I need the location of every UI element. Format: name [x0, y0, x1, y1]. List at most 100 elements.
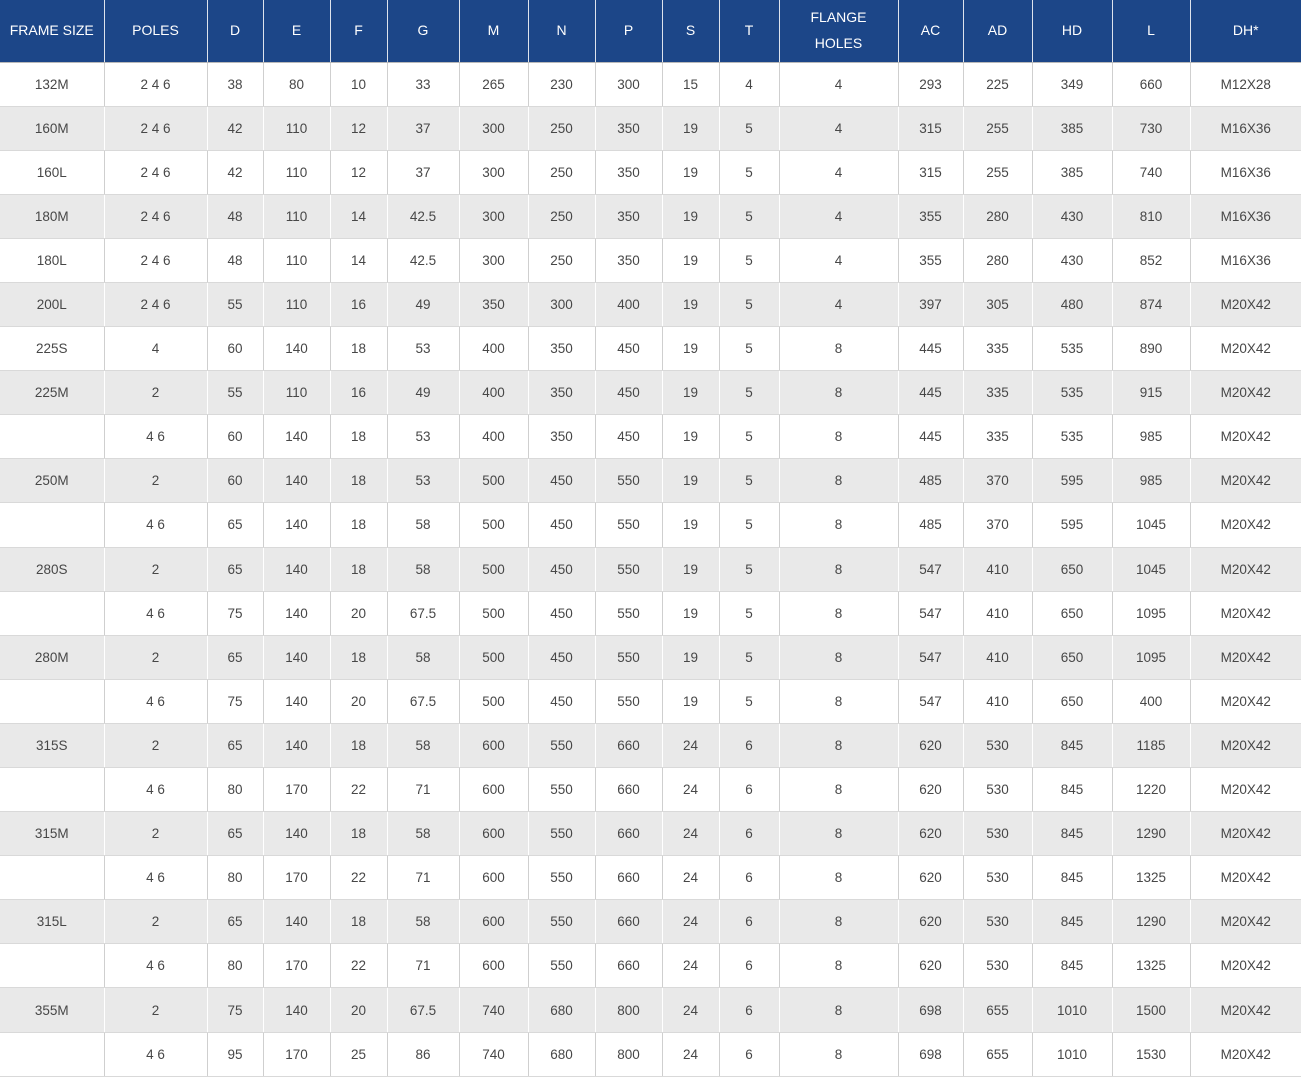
- data-cell-ad: 410: [963, 547, 1033, 592]
- data-cell-poles: 2 4 6: [104, 62, 208, 107]
- data-cell-ad: 370: [963, 458, 1033, 504]
- data-cell-n: 350: [528, 370, 596, 416]
- data-cell-hd: 385: [1032, 150, 1113, 195]
- column-header-d: D: [207, 0, 264, 63]
- data-cell-ad: 410: [963, 635, 1033, 680]
- column-header-label: N: [556, 21, 567, 38]
- data-cell-poles: 4: [104, 326, 208, 372]
- data-cell-hd: 1010: [1032, 1032, 1113, 1077]
- data-cell-m: 500: [459, 547, 529, 592]
- table-body: 132M 2 4 6 38 80 10 33 265 230 300 15 4 4 293 225 349 6…: [0, 62, 1301, 1077]
- data-cell-flange-holes: 8: [779, 635, 899, 680]
- data-cell-dh: M20X42: [1190, 1032, 1301, 1077]
- data-cell-f: 22: [330, 855, 388, 901]
- data-cell-l: 1220: [1112, 767, 1191, 813]
- data-cell-n: 450: [528, 591, 596, 636]
- table-row: 200L 2 4 6 55 110 16 49 350 300 400 19 5 4 397 305 480…: [0, 282, 1301, 328]
- data-cell-flange-holes: 4: [779, 194, 899, 239]
- data-cell-e: 110: [263, 238, 331, 283]
- data-cell-p: 800: [595, 1032, 663, 1077]
- table-row: 4 6 75 140 20 67.5 500 450 550 19 5 8 547 410 650 400 M…: [0, 679, 1301, 724]
- data-cell-f: 18: [330, 811, 388, 857]
- column-header-e: E: [263, 0, 331, 63]
- data-cell-flange-holes: 8: [779, 811, 899, 857]
- data-cell-e: 140: [263, 502, 331, 548]
- data-cell-hd: 845: [1032, 723, 1113, 769]
- header-row: FRAME SIZE POLES D E F G M N P S T FLANGE HOLES AC AD…: [0, 0, 1301, 63]
- column-header-label: M: [487, 21, 500, 38]
- column-header-t: T: [719, 0, 780, 63]
- data-cell-m: 600: [459, 723, 529, 769]
- data-cell-l: 660: [1112, 62, 1191, 107]
- table-row: 315M 2 65 140 18 58 600 550 660 24 6 8 620 530 845 1290…: [0, 811, 1301, 857]
- data-cell-ad: 280: [963, 238, 1033, 283]
- data-cell-dh: M20X42: [1190, 635, 1301, 680]
- data-cell-l: 1185: [1112, 723, 1191, 769]
- data-cell-s: 24: [662, 1032, 720, 1077]
- data-cell-t: 6: [719, 767, 780, 813]
- data-cell-e: 140: [263, 635, 331, 680]
- data-cell-poles: 2: [104, 635, 208, 680]
- data-cell-s: 19: [662, 547, 720, 592]
- data-cell-t: 6: [719, 723, 780, 769]
- data-cell-ac: 547: [898, 591, 964, 636]
- data-cell-g: 58: [387, 547, 460, 592]
- table-row: 315S 2 65 140 18 58 600 550 660 24 6 8 620 530 845 1185…: [0, 723, 1301, 769]
- data-cell-flange-holes: 4: [779, 282, 899, 328]
- data-cell-f: 10: [330, 62, 388, 107]
- data-cell-flange-holes: 8: [779, 326, 899, 372]
- data-cell-dh: M20X42: [1190, 547, 1301, 592]
- data-cell-s: 19: [662, 458, 720, 504]
- data-cell-t: 5: [719, 635, 780, 680]
- data-cell-ad: 370: [963, 502, 1033, 548]
- data-cell-d: 65: [207, 723, 264, 769]
- data-cell-f: 18: [330, 547, 388, 592]
- frame-size-cell: 250M: [0, 458, 105, 504]
- data-cell-e: 110: [263, 282, 331, 328]
- column-header-label: HD: [1061, 21, 1083, 38]
- data-cell-e: 140: [263, 326, 331, 372]
- frame-size-cell: 280M: [0, 635, 105, 680]
- data-cell-ac: 620: [898, 723, 964, 769]
- data-cell-l: 1325: [1112, 943, 1191, 989]
- frame-size-cell: 315M: [0, 811, 105, 857]
- data-cell-s: 19: [662, 679, 720, 724]
- data-cell-n: 680: [528, 987, 596, 1033]
- table-row: 132M 2 4 6 38 80 10 33 265 230 300 15 4 4 293 225 349 6…: [0, 62, 1301, 107]
- data-cell-n: 350: [528, 326, 596, 372]
- data-cell-g: 58: [387, 811, 460, 857]
- data-cell-hd: 1010: [1032, 987, 1113, 1033]
- data-cell-m: 600: [459, 767, 529, 813]
- data-cell-m: 400: [459, 326, 529, 372]
- data-cell-flange-holes: 8: [779, 414, 899, 460]
- data-cell-m: 300: [459, 106, 529, 151]
- data-cell-d: 48: [207, 194, 264, 239]
- data-cell-e: 140: [263, 414, 331, 460]
- data-cell-e: 170: [263, 1032, 331, 1077]
- data-cell-p: 660: [595, 899, 663, 945]
- data-cell-l: 852: [1112, 238, 1191, 283]
- data-cell-ac: 620: [898, 767, 964, 813]
- data-cell-poles: 2 4 6: [104, 282, 208, 328]
- data-cell-f: 25: [330, 1032, 388, 1077]
- data-cell-f: 14: [330, 194, 388, 239]
- data-cell-p: 300: [595, 62, 663, 107]
- data-cell-ad: 335: [963, 370, 1033, 416]
- data-cell-l: 1045: [1112, 502, 1191, 548]
- column-header-label: E: [291, 21, 302, 38]
- table-row: 180M 2 4 6 48 110 14 42.5 300 250 350 19 5 4 355 280 4…: [0, 194, 1301, 239]
- data-cell-s: 24: [662, 723, 720, 769]
- data-cell-s: 19: [662, 150, 720, 195]
- table-row: 4 6 95 170 25 86 740 680 800 24 6 8 698 655 1010 1530 M…: [0, 1032, 1301, 1077]
- data-cell-e: 110: [263, 370, 331, 416]
- column-header-label: AD: [987, 21, 1008, 38]
- data-cell-d: 75: [207, 987, 264, 1033]
- data-cell-n: 350: [528, 414, 596, 460]
- data-cell-l: 810: [1112, 194, 1191, 239]
- data-cell-ad: 530: [963, 855, 1033, 901]
- data-cell-l: 1325: [1112, 855, 1191, 901]
- data-cell-flange-holes: 4: [779, 62, 899, 107]
- table-row: 4 6 80 170 22 71 600 550 660 24 6 8 620 530 845 1325 M2…: [0, 855, 1301, 901]
- table-row: 4 6 80 170 22 71 600 550 660 24 6 8 620 530 845 1220 M2…: [0, 767, 1301, 813]
